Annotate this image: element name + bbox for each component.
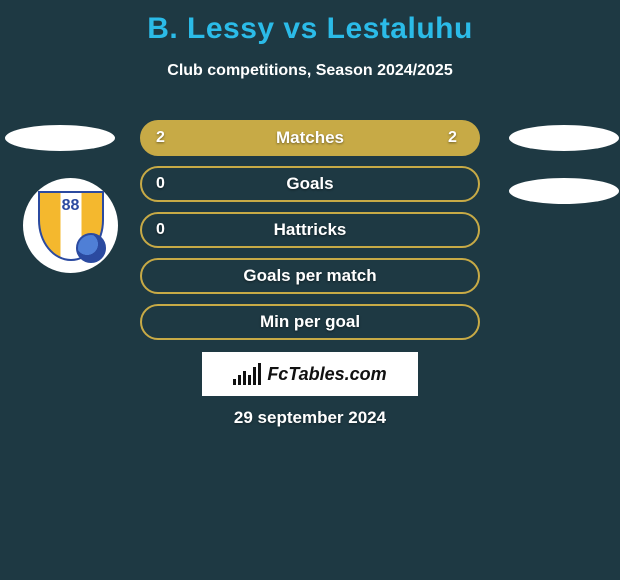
club-badge: 88 (23, 178, 118, 273)
stat-label: Min per goal (142, 312, 478, 332)
bars-chart-icon (233, 363, 261, 385)
stat-row-goals: 0 Goals (140, 166, 480, 202)
date-label: 29 september 2024 (0, 408, 620, 428)
stat-row-hattricks: 0 Hattricks (140, 212, 480, 248)
stat-label: Hattricks (142, 220, 478, 240)
page-subtitle: Club competitions, Season 2024/2025 (0, 62, 620, 80)
stat-label: Matches (142, 128, 478, 148)
player-right-placeholder-1 (509, 125, 619, 151)
stat-label: Goals per match (142, 266, 478, 286)
page-title: B. Lessy vs Lestaluhu (0, 0, 620, 46)
brand-badge[interactable]: FcTables.com (202, 352, 418, 396)
stat-row-matches: 2 Matches 2 (140, 120, 480, 156)
player-left-placeholder (5, 125, 115, 151)
football-icon (76, 233, 106, 263)
brand-text: FcTables.com (267, 364, 386, 385)
club-badge-number: 88 (40, 197, 102, 215)
player-right-placeholder-2 (509, 178, 619, 204)
stats-panel: 2 Matches 2 0 Goals 0 Hattricks Goals pe… (140, 120, 480, 350)
stat-row-goals-per-match: Goals per match (140, 258, 480, 294)
stat-label: Goals (142, 174, 478, 194)
stat-row-min-per-goal: Min per goal (140, 304, 480, 340)
